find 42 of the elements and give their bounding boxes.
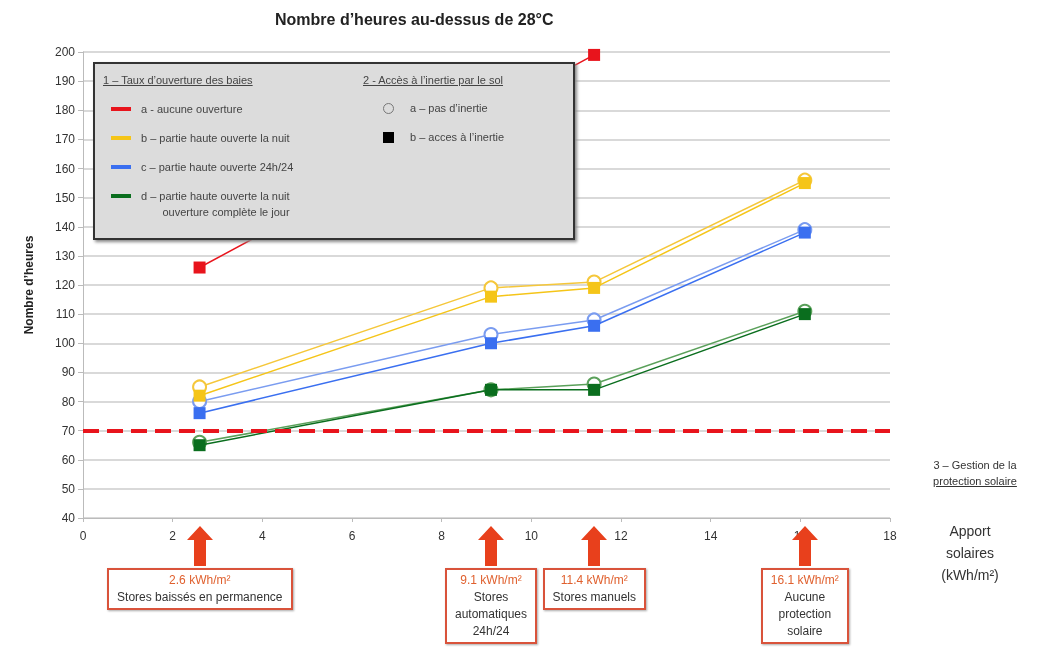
x-tick-label: 8 (438, 529, 446, 543)
y-tick-label: 100 (54, 336, 76, 351)
y-tick-label: 140 (54, 219, 76, 234)
y-tick-label: 80 (61, 394, 76, 409)
y-tick-label: 40 (61, 511, 76, 525)
x-tick-label: 12 (614, 529, 628, 543)
y-tick-label: 50 (61, 481, 76, 496)
legend-label: b – partie haute ouverte la nuit (141, 131, 290, 146)
y-tick-label: 160 (54, 161, 76, 176)
y-tick-label: 70 (61, 423, 76, 438)
x-tick-label: 18 (883, 529, 897, 543)
x-tick-label: 0 (79, 529, 87, 543)
y-tick-label: 120 (54, 278, 76, 292)
x-tick-label: 6 (348, 529, 356, 543)
text: 16.1 kWh/m² Aucune protection solaire (770, 572, 839, 640)
annotation: 2 - Accès à l’inertie par le sol (363, 73, 504, 88)
y-tick-label: 90 (61, 365, 76, 380)
y-tick-label: 60 (61, 452, 76, 467)
y-tick-label: 170 (54, 132, 76, 147)
y-tick-label: 110 (55, 307, 76, 322)
y-tick-label: 190 (54, 74, 76, 89)
y-tick-label: 200 (54, 45, 76, 59)
y-axis-title: Nombre d’heures (22, 235, 36, 335)
legend-label: c – partie haute ouverte 24h/24 (141, 160, 294, 175)
text: 3 – Gestion de la protection solaire (932, 458, 1018, 489)
annotation: b – acces à l’inertie (410, 130, 505, 145)
chart-title: Nombre d’heures au-dessus de 28°C (275, 10, 554, 28)
annotation: a – pas d’inertie (410, 101, 488, 116)
legend-label: d – partie haute ouverte la nuit ouverture complète le jour (141, 189, 290, 220)
y-tick-label: 150 (54, 190, 76, 205)
x-tick-label: 10 (524, 529, 539, 543)
y-tick-label: 130 (54, 248, 76, 263)
x-tick-label: 2 (169, 529, 177, 543)
x-tick-label: 4 (258, 529, 266, 543)
y-tick-label: 180 (54, 103, 76, 118)
legend-label: a - aucune ouverture (141, 102, 243, 117)
annotation: 1 – Taux d’ouverture des baies (103, 73, 253, 88)
text: 11.4 kWh/m² Stores manuels (552, 572, 636, 606)
x-tick-label: 14 (703, 529, 718, 543)
text: 2.6 kWh/m² Stores baissés en permanence (117, 572, 283, 606)
text: 9.1 kWh/m² Stores automatiques 24h/24 (454, 572, 528, 640)
x-axis-title: Apport solaires (kWh/m²) (940, 522, 1000, 585)
